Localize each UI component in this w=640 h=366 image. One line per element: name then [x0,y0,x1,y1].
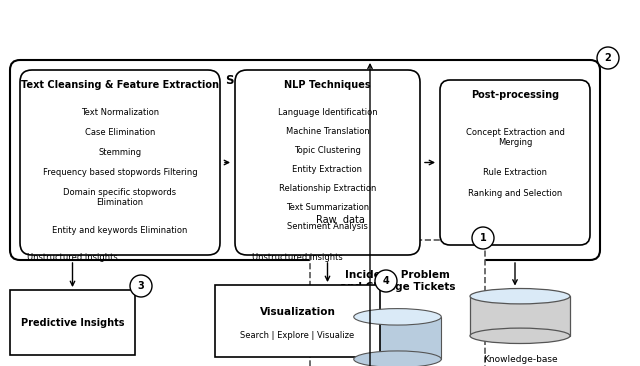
Text: Case Elimination: Case Elimination [85,128,155,137]
Text: Visualization: Visualization [260,307,335,317]
Text: 2: 2 [605,53,611,63]
Text: NLP Techniques: NLP Techniques [284,80,371,90]
Text: Text Normalization: Text Normalization [81,108,159,117]
Text: Entity and keywords Elimination: Entity and keywords Elimination [52,226,188,235]
Text: 3: 3 [138,281,145,291]
Bar [470,296,570,336]
Text: Text Summarization: Text Summarization [286,203,369,212]
Text: Stemming: Stemming [99,148,141,157]
Text: 1: 1 [479,233,486,243]
Text: Unstructured insights: Unstructured insights [252,253,342,262]
Text: Machine Translation: Machine Translation [285,127,369,136]
Text: Semantic Text Analytics: Semantic Text Analytics [226,74,384,87]
Text: Ranking and Selection: Ranking and Selection [468,189,562,198]
Text: Rule Extraction: Rule Extraction [483,168,547,177]
Text: Knowledge-base: Knowledge-base [483,355,557,365]
Text: Post-processing: Post-processing [471,90,559,100]
Circle shape [375,270,397,292]
Text: Unstructured insights: Unstructured insights [27,253,117,262]
Circle shape [597,47,619,69]
Text: Domain specific stopwords
Elimination: Domain specific stopwords Elimination [63,188,177,208]
Circle shape [130,275,152,297]
Text: Topic Clustering: Topic Clustering [294,146,361,155]
Circle shape [472,227,494,249]
Bar [10,290,135,355]
Ellipse shape [470,288,570,304]
Bar [354,317,441,359]
Bar [310,240,485,366]
FancyBboxPatch shape [440,80,590,245]
Text: Text Cleansing & Feature Extraction: Text Cleansing & Feature Extraction [21,80,219,90]
Text: Incident, Problem
and Change Tickets: Incident, Problem and Change Tickets [340,270,455,292]
Bar [215,285,380,357]
Text: Predictive Insights: Predictive Insights [20,317,124,328]
FancyBboxPatch shape [235,70,420,255]
Text: Relationship Extraction: Relationship Extraction [279,184,376,193]
Text: Concept Extraction and
Merging: Concept Extraction and Merging [465,128,564,147]
Text: Frequency based stopwords Filtering: Frequency based stopwords Filtering [43,168,197,177]
Text: 4: 4 [383,276,389,286]
Ellipse shape [470,328,570,344]
Text: Search | Explore | Visualize: Search | Explore | Visualize [241,331,355,340]
Ellipse shape [354,309,441,325]
Text: Sentiment Analysis: Sentiment Analysis [287,222,368,231]
Text: Raw  data: Raw data [316,215,365,225]
FancyBboxPatch shape [10,60,600,260]
Text: Entity Extraction: Entity Extraction [292,165,362,174]
Ellipse shape [354,351,441,366]
Text: Language Identification: Language Identification [278,108,378,117]
FancyBboxPatch shape [20,70,220,255]
